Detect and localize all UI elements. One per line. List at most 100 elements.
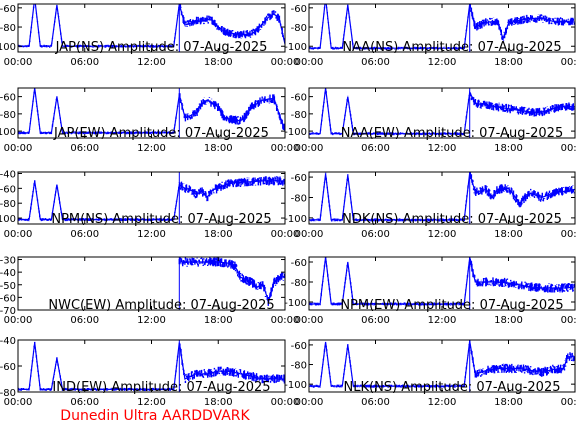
chart-panel: -100-80-60-4000:0006:0012:0018:0000:00NP… (0, 169, 299, 240)
y-tick-label: -100 (284, 298, 307, 309)
y-tick-label: -60 (291, 258, 307, 269)
x-tick-label: 06:00 (70, 143, 99, 154)
y-tick-label: -60 (291, 93, 307, 104)
y-tick-label: -40 (0, 268, 16, 279)
y-tick-label: -60 (0, 362, 16, 373)
panel-title: IND(EW) Amplitude: 07-Aug-2025 (52, 380, 270, 395)
chart-panel: -100-80-6000:0006:0012:0018:0000:00JAP(N… (0, 3, 300, 68)
x-tick-label: 00:00 (561, 229, 576, 240)
trace-group (309, 88, 575, 138)
y-tick-label: -100 (284, 42, 307, 53)
chart-panel: -100 -80 -60 00:00 06:00 12:00 18:00 00:00 NAA(E… (284, 87, 576, 154)
series-noise (18, 4, 285, 48)
series-line (18, 4, 285, 47)
x-tick-label: 18:00 (204, 229, 233, 240)
y-tick-label: -40 (0, 336, 16, 347)
y-tick-label: -100 (0, 127, 16, 138)
panel-title: NPM(EW) Amplitude: 07-Aug-2025 (340, 298, 563, 313)
x-tick-label: 00:00 (561, 315, 576, 326)
x-tick-label: 12:00 (137, 229, 166, 240)
x-tick-label: 18:00 (204, 315, 233, 326)
x-tick-label: 00:00 (295, 315, 324, 326)
chart-panel: -100-80-6000:0006:0012:0018:0000:00JAP(E… (0, 87, 299, 154)
series-noise (309, 88, 575, 136)
x-tick-label: 12:00 (137, 57, 166, 68)
panel-title: NWC(EW) Amplitude: 07-Aug-2025 (48, 298, 274, 313)
y-tick-label: -80 (291, 193, 307, 204)
trace-group (309, 340, 575, 392)
y-tick-label: -80 (0, 23, 16, 34)
x-tick-label: 12:00 (428, 229, 457, 240)
x-tick-label: 18:00 (494, 57, 523, 68)
trace-group (178, 257, 285, 310)
x-tick-label: 12:00 (428, 143, 457, 154)
x-tick-label: 00:00 (271, 229, 300, 240)
series-noise (18, 176, 285, 222)
trace-group (309, 257, 575, 310)
y-tick-label: -60 (0, 93, 16, 104)
y-tick-label: -60 (0, 184, 16, 195)
x-tick-label: 12:00 (137, 143, 166, 154)
x-tick-label: 00:00 (271, 397, 300, 408)
y-tick-label: -100 (0, 214, 16, 225)
x-tick-label: 18:00 (494, 397, 523, 408)
y-tick-label: -60 (0, 293, 16, 304)
x-tick-label: 06:00 (361, 143, 390, 154)
x-tick-label: 18:00 (494, 229, 523, 240)
x-tick-label: 00:00 (561, 143, 576, 154)
x-tick-label: 06:00 (361, 315, 390, 326)
y-tick-label: -70 (0, 306, 16, 317)
chart-panel: -100-80-6000:0006:0012:0018:0000:00NLK(N… (284, 339, 576, 408)
panel-title: NAA(EW) Amplitude: 07-Aug-2025 (341, 126, 563, 141)
y-tick-label: -100 (284, 127, 307, 138)
x-tick-label: 18:00 (494, 315, 523, 326)
y-tick-label: -60 (291, 4, 307, 15)
x-tick-label: 12:00 (137, 315, 166, 326)
y-tick-label: -80 (0, 388, 16, 399)
x-tick-label: 06:00 (70, 57, 99, 68)
y-tick-label: -30 (0, 256, 16, 267)
x-tick-label: 06:00 (361, 229, 390, 240)
y-tick-label: -40 (0, 169, 16, 180)
series-noise (18, 341, 285, 391)
x-tick-label: 00:00 (4, 143, 33, 154)
x-tick-label: 00:00 (4, 57, 33, 68)
trace-group (18, 4, 285, 52)
y-tick-label: -80 (0, 110, 16, 121)
chart-panel: -70 -60-50 -40-30 00:00 06:00 12:00 18:00 00:00… (0, 256, 299, 326)
x-tick-label: 00:00 (4, 397, 33, 408)
panel-title: NLK(NS) Amplitude: 07-Aug-2025 (344, 380, 561, 395)
trace-group (18, 172, 285, 224)
y-tick-label: -100 (284, 380, 307, 391)
x-tick-label: 18:00 (204, 143, 233, 154)
series-noise (309, 340, 575, 388)
y-tick-label: -60 (0, 4, 16, 15)
panel-title: JAP(EW) Amplitude: 07-Aug-2025 (53, 126, 269, 141)
y-tick-label: -60 (291, 173, 307, 184)
series-noise (309, 257, 575, 306)
chart-panel: -100 -80 -60 00:00 06:00 12:00 18:00 00:00 NDK(N… (284, 171, 576, 240)
x-tick-label: 12:00 (137, 397, 166, 408)
trace-group (309, 4, 575, 52)
y-tick-label: -80 (0, 199, 16, 210)
series-line (309, 257, 575, 305)
y-tick-label: -100 (284, 214, 307, 225)
series-noise (309, 172, 575, 222)
x-tick-label: 00:00 (561, 397, 576, 408)
trace-group (18, 88, 285, 138)
x-tick-label: 06:00 (361, 397, 390, 408)
chart-panel: -100 -80 -60 00:00 06:00 12:00 18:00 00:00 NPM(E… (284, 256, 576, 326)
x-tick-label: 00:00 (271, 315, 300, 326)
y-tick-label: -50 (0, 281, 16, 292)
x-tick-label: 06:00 (361, 57, 390, 68)
x-tick-label: 00:00 (295, 229, 324, 240)
y-tick-label: -100 (0, 42, 16, 53)
x-tick-label: 00:00 (271, 57, 300, 68)
credit-label: Dunedin Ultra AARDDVARK (60, 408, 250, 424)
trace-group (309, 172, 575, 224)
chart-panel: -100-80-6000:0006:0012:0018:0000:00NAA(N… (284, 3, 576, 68)
y-tick-label: -80 (291, 23, 307, 34)
x-tick-label: 06:00 (70, 315, 99, 326)
y-tick-label: -80 (291, 110, 307, 121)
